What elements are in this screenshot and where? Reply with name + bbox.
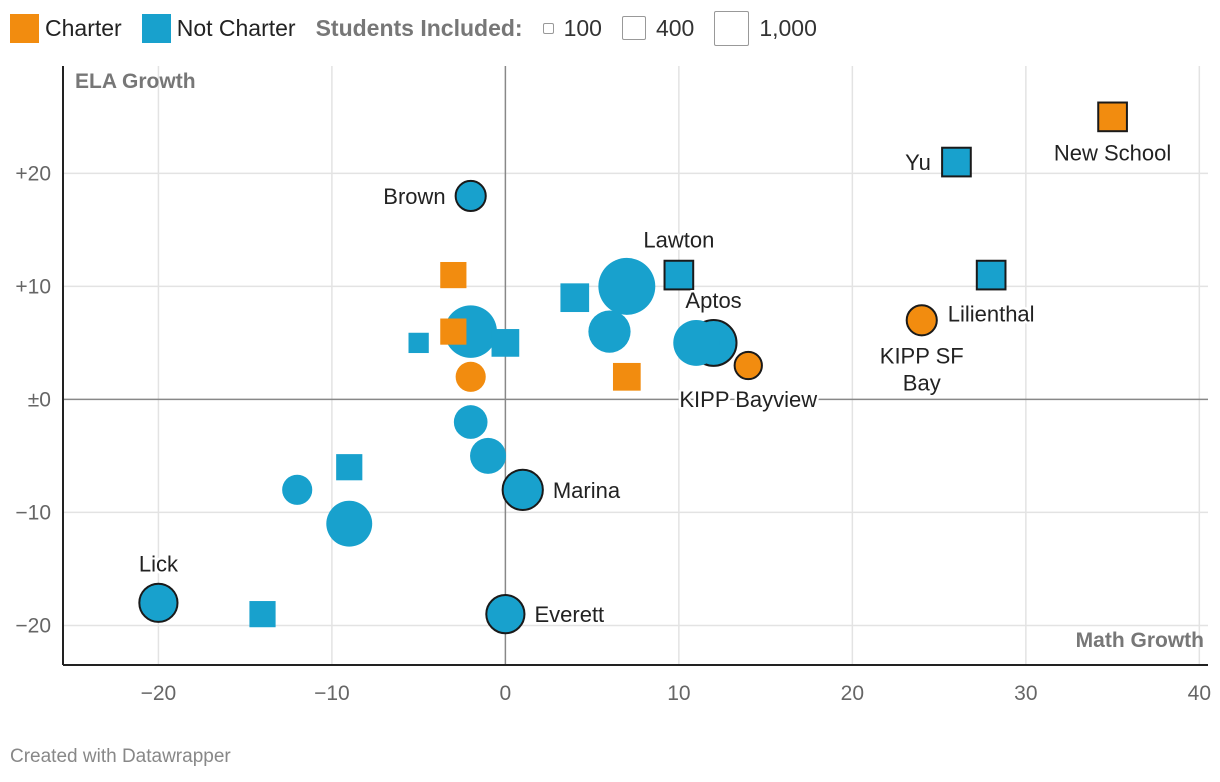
- data-point-square[interactable]: [560, 283, 590, 313]
- data-point-square[interactable]: [336, 454, 363, 481]
- y-tick-label: +20: [15, 162, 51, 185]
- data-point-circle[interactable]: [598, 257, 656, 315]
- size-1000-label: 1,000: [759, 14, 817, 41]
- data-point-circle[interactable]: [733, 350, 763, 381]
- point-label: Brown: [383, 184, 445, 209]
- x-tick-label: 10: [667, 682, 690, 705]
- data-point-square[interactable]: [1097, 101, 1128, 133]
- y-tick-label: +10: [15, 275, 51, 298]
- gridlines: [63, 66, 1208, 665]
- size-400-square-icon: [621, 16, 646, 40]
- y-tick-label: −10: [15, 501, 51, 524]
- point-label: New School: [1054, 140, 1171, 165]
- x-tick-label: 30: [1014, 682, 1037, 705]
- point-label: KIPP Bayview: [679, 387, 817, 412]
- data-point-circle[interactable]: [453, 405, 488, 439]
- legend: Charter Not Charter Students Included: 1…: [10, 10, 837, 46]
- legend-size-1000: 1,000: [714, 10, 817, 46]
- legend-size-title: Students Included:: [315, 14, 523, 41]
- y-tick-label: −20: [15, 614, 51, 637]
- y-axis-title: ELA Growth: [75, 70, 196, 93]
- data-point-circle[interactable]: [138, 582, 179, 623]
- data-labels: New School Yu Lilienthal KIPP SF Bay KIPP Bay…: [136, 138, 1173, 630]
- data-point-circle[interactable]: [673, 319, 720, 366]
- x-tick-label: 20: [841, 682, 864, 705]
- x-axis-title: Math Growth: [1076, 629, 1204, 652]
- x-tick-label: −10: [314, 682, 350, 705]
- point-label: Lick: [139, 552, 179, 577]
- data-point-square[interactable]: [663, 259, 695, 291]
- data-point-square[interactable]: [975, 259, 1007, 291]
- footer-credit[interactable]: Created with Datawrapper: [10, 746, 231, 767]
- point-label: Aptos: [685, 288, 741, 313]
- data-points: [138, 101, 1128, 635]
- data-point-circle[interactable]: [501, 468, 544, 511]
- data-point-circle[interactable]: [282, 474, 313, 505]
- data-point-circle[interactable]: [485, 594, 526, 635]
- data-point-circle[interactable]: [326, 500, 373, 547]
- data-point-square[interactable]: [440, 318, 467, 345]
- size-100-label: 100: [563, 14, 602, 41]
- size-1000-square-icon: [714, 10, 750, 46]
- data-point-circle[interactable]: [454, 179, 487, 213]
- data-point-square[interactable]: [249, 601, 276, 628]
- point-label: Yu: [905, 150, 931, 175]
- data-point-circle[interactable]: [455, 361, 486, 392]
- legend-size-400: 400: [621, 14, 695, 42]
- legend-size-100: 100: [542, 14, 602, 42]
- data-point-square[interactable]: [612, 362, 641, 391]
- legend-label-not-charter: Not Charter: [176, 14, 296, 41]
- data-point-square[interactable]: [408, 332, 429, 354]
- legend-item-charter[interactable]: Charter: [10, 13, 122, 43]
- data-point-square[interactable]: [491, 329, 520, 357]
- data-point-circle[interactable]: [905, 304, 938, 337]
- y-tick-label: ±0: [28, 388, 51, 411]
- point-label: KIPP SF Bay: [880, 343, 964, 395]
- data-point-circle[interactable]: [588, 310, 631, 353]
- charter-swatch-icon: [10, 13, 39, 43]
- legend-item-not-charter[interactable]: Not Charter: [141, 13, 296, 43]
- point-label: Everett: [534, 602, 604, 627]
- x-tick-label: 40: [1188, 682, 1211, 705]
- point-label: Marina: [553, 478, 621, 503]
- data-point-circle[interactable]: [470, 437, 507, 474]
- data-point-square[interactable]: [440, 261, 467, 289]
- not-charter-swatch-icon: [141, 13, 171, 43]
- data-point-circle[interactable]: [444, 305, 497, 358]
- size-100-square-icon: [542, 22, 554, 34]
- data-point-square[interactable]: [941, 146, 972, 178]
- legend-label-charter: Charter: [45, 14, 122, 41]
- point-label: Lawton: [643, 227, 714, 252]
- size-400-label: 400: [655, 14, 695, 41]
- x-tick-label: −20: [141, 682, 177, 705]
- x-tick-label: 0: [500, 682, 512, 705]
- point-label: Lilienthal: [948, 302, 1035, 327]
